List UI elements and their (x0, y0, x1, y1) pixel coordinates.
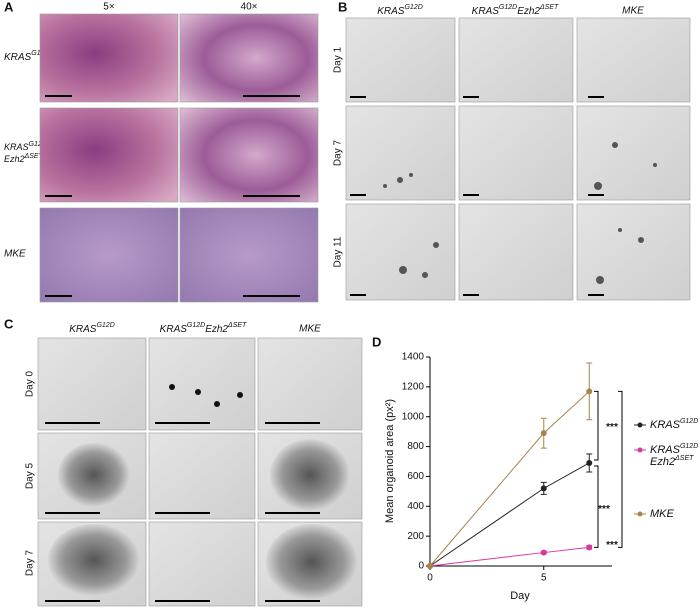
panel-label: A (4, 0, 14, 14)
y-tick-label: 1200 (402, 381, 425, 392)
row-label: MKE (4, 249, 26, 260)
micrograph (576, 17, 691, 103)
micrograph (458, 17, 574, 103)
micrograph (257, 337, 363, 431)
micrograph (148, 432, 256, 520)
x-tick-label: 0 (427, 573, 433, 584)
micrograph (39, 207, 179, 303)
legend-text: KRAS (650, 419, 681, 431)
y-tick-label: 1400 (402, 352, 425, 363)
data-point (427, 563, 433, 569)
panel-label: B (338, 0, 347, 14)
y-tick-label: 600 (407, 471, 424, 482)
row-label: Day 7 (333, 140, 344, 167)
micrograph (39, 13, 179, 103)
micrograph (345, 105, 456, 201)
micrograph (458, 105, 574, 201)
micrograph (345, 203, 456, 301)
legend-text: G12D (680, 443, 698, 450)
panel-b: B KRASG12D KRASG12DEzh2ΔSET MKE Day 1 Da… (333, 0, 691, 301)
legend-text: MKE (650, 508, 675, 520)
panel-a: A 5× 40× KRASG12D KRASG12D Ezh2ΔSET MKE (4, 0, 319, 303)
micrograph (179, 13, 319, 103)
micrograph (179, 107, 319, 203)
significance-label: *** (606, 422, 618, 433)
column-header: KRASG12D (377, 4, 423, 17)
micrograph (148, 521, 256, 607)
y-axis-label: Mean organoid area (px²) (384, 399, 396, 523)
data-point (540, 549, 547, 556)
legend-entry: KRASG12D (650, 418, 698, 431)
row-label: Day 0 (25, 371, 36, 398)
legend-text: KRAS (650, 444, 681, 456)
organoid-clusters (48, 439, 358, 600)
y-tick-label: 400 (407, 501, 424, 512)
micrograph (345, 17, 456, 103)
micrograph (148, 337, 256, 431)
row-label: KRASG12D (4, 141, 47, 153)
significance-label: *** (606, 540, 618, 551)
column-header: 40× (241, 2, 258, 13)
micrograph (576, 105, 691, 201)
row-label: Ezh2ΔSET (4, 153, 44, 165)
legend-text: G12D (680, 418, 698, 425)
row-label: Day 1 (333, 47, 344, 74)
legend-entry: MKE (650, 508, 675, 520)
data-point (586, 459, 593, 466)
row-label: Day 7 (25, 550, 36, 577)
column-header: KRASG12DEzh2ΔSET (160, 322, 247, 335)
significance-bracket (618, 390, 623, 548)
column-header: KRASG12DEzh2ΔSET (472, 4, 559, 17)
legend-text: Ezh2 (650, 456, 675, 468)
panel-c: C KRASG12D KRASG12DEzh2ΔSET MKE Day 0 Da… (4, 316, 363, 607)
series-line (429, 390, 590, 567)
y-tick-label: 200 (407, 531, 424, 542)
micrograph (458, 203, 574, 301)
micrograph (39, 107, 179, 203)
y-tick-label: 800 (407, 441, 424, 452)
data-point (586, 388, 593, 395)
x-axis-label: Day (510, 590, 530, 602)
organoids (383, 142, 657, 284)
row-label: Day 11 (333, 236, 344, 267)
legend-entry: KRASG12D Ezh2ΔSET (650, 443, 698, 468)
x-tick-label: 5 (541, 573, 547, 584)
significance-bracket (594, 465, 599, 548)
column-header: 5× (103, 2, 115, 13)
data-point (540, 430, 547, 437)
beads (169, 384, 243, 407)
significance-label: *** (598, 504, 610, 515)
row-label: Day 5 (25, 463, 36, 490)
y-tick-label: 1000 (402, 411, 425, 422)
data-point (586, 544, 593, 551)
panel-label: D (372, 334, 381, 349)
y-tick-label: 0 (418, 561, 424, 572)
micrograph (37, 337, 147, 431)
legend-text: ΔSET (674, 455, 694, 462)
micrograph (576, 203, 691, 301)
column-header: KRASG12D (69, 322, 115, 335)
panel-label: C (4, 316, 14, 331)
data-point (540, 485, 547, 492)
micrograph (179, 207, 319, 303)
column-header: MKE (299, 324, 321, 335)
significance-bracket (594, 390, 599, 461)
column-header: MKE (622, 6, 644, 17)
line-chart: D Mean organoid area (px²) Day 0 200 400 60… (372, 334, 698, 601)
